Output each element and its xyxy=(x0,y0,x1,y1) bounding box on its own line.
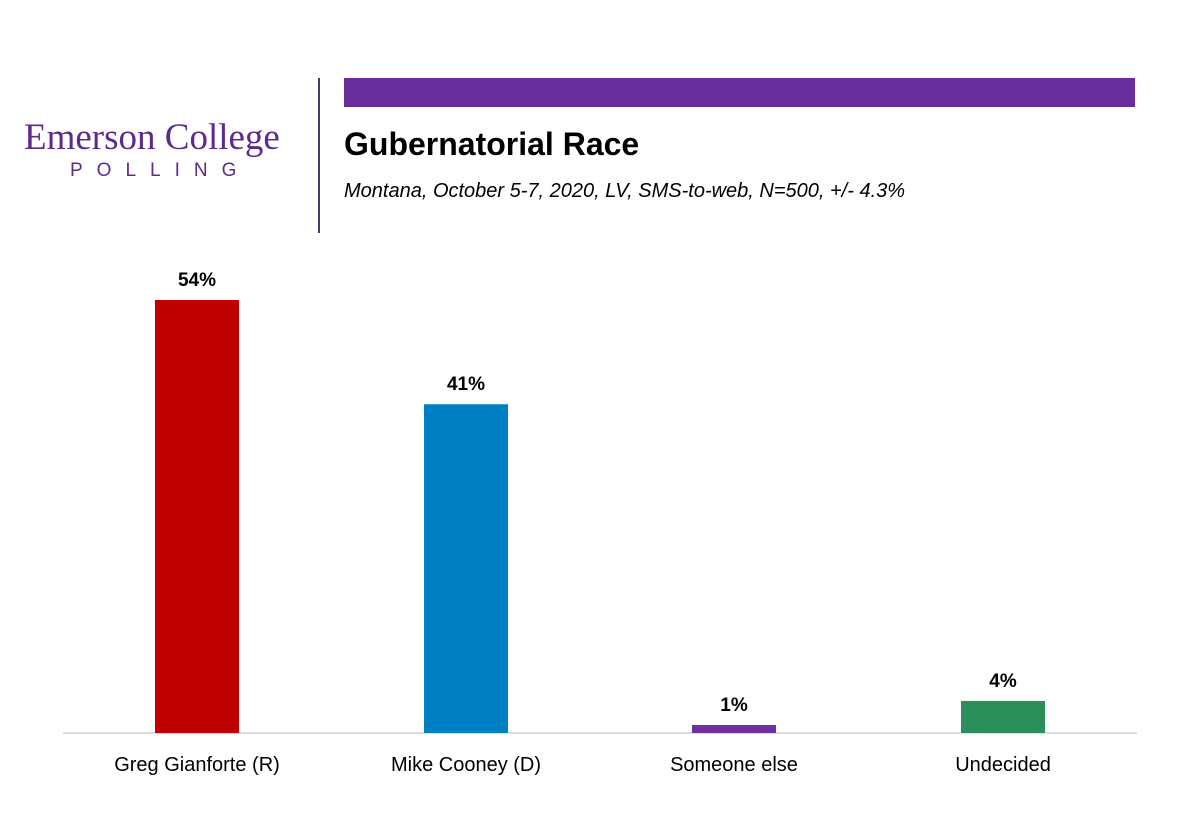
bar-value-label-3: 4% xyxy=(989,671,1017,692)
bar-value-label-1: 41% xyxy=(447,374,485,395)
chart-title: Gubernatorial Race xyxy=(344,126,640,162)
bar-2 xyxy=(692,724,776,733)
category-label-2: Someone else xyxy=(670,754,798,776)
logo-line1: Emerson College xyxy=(24,117,280,158)
header-divider xyxy=(318,78,320,233)
bar-value-label-2: 1% xyxy=(720,695,748,716)
logo-line2: POLLING xyxy=(70,160,251,181)
category-label-0: Greg Gianforte (R) xyxy=(114,754,280,776)
category-label-3: Undecided xyxy=(955,754,1051,776)
category-label-1: Mike Cooney (D) xyxy=(391,754,541,776)
chart-subtitle: Montana, October 5-7, 2020, LV, SMS-to-w… xyxy=(344,180,906,202)
accent-bar xyxy=(344,78,1135,107)
bar-0 xyxy=(155,300,239,733)
bar-value-label-0: 54% xyxy=(178,270,216,291)
bar-3 xyxy=(961,700,1045,733)
bar-1 xyxy=(424,404,508,733)
